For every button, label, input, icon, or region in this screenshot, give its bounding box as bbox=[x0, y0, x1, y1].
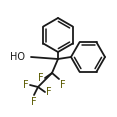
Text: HO: HO bbox=[10, 52, 25, 62]
Text: F: F bbox=[23, 80, 29, 90]
Text: F: F bbox=[38, 73, 44, 83]
Text: F: F bbox=[60, 80, 66, 90]
Text: F: F bbox=[31, 97, 37, 107]
Text: F: F bbox=[46, 87, 52, 97]
